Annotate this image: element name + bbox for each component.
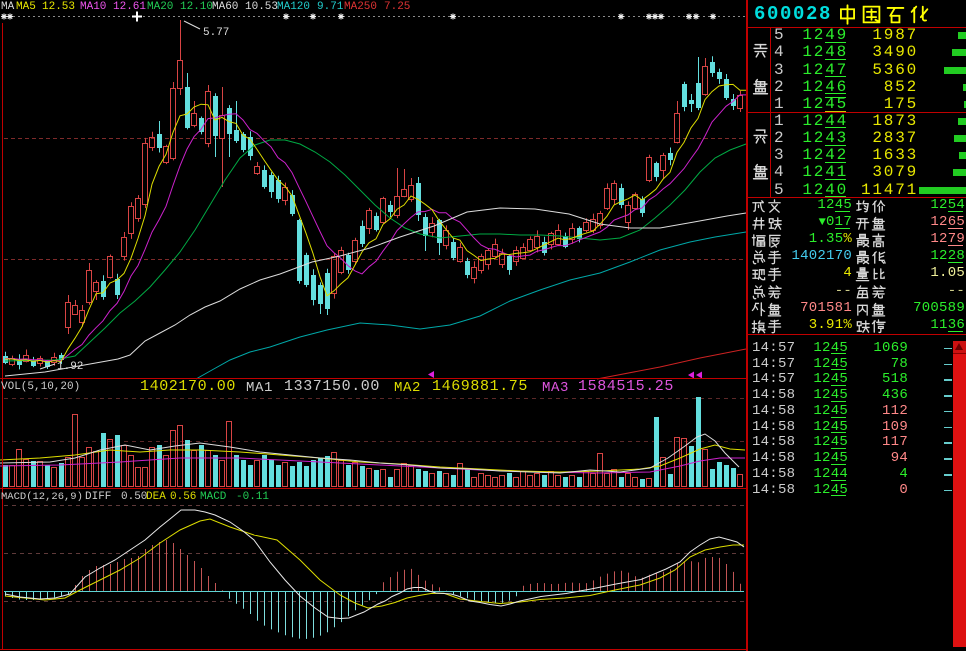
svg-text:1.92: 1.92 [57, 361, 83, 373]
svg-text:5.77: 5.77 [203, 27, 229, 39]
